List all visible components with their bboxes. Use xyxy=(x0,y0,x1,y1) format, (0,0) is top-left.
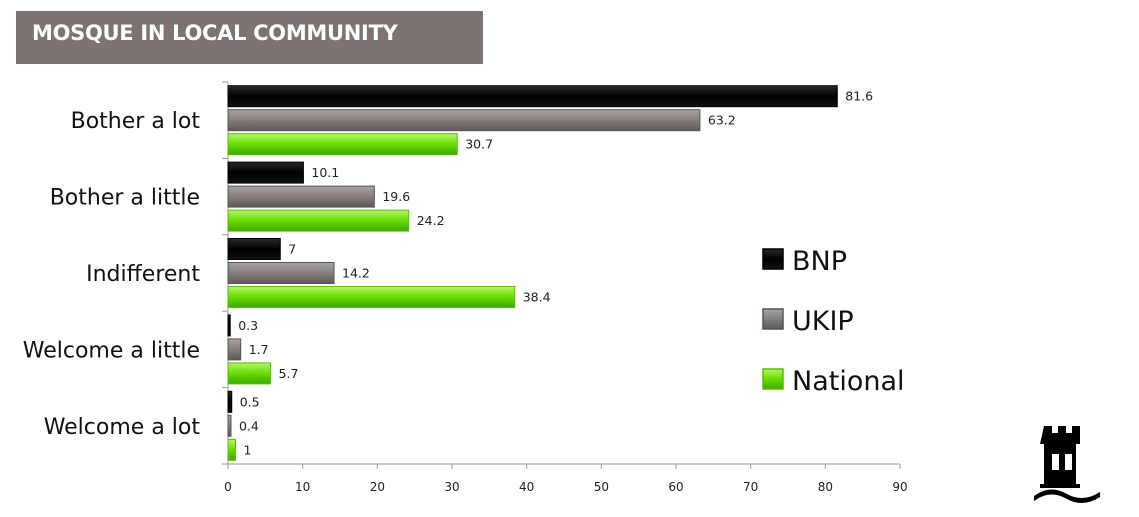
bar-ukip xyxy=(227,185,375,208)
x-tick-label: 10 xyxy=(295,480,310,494)
bar-national xyxy=(227,438,236,461)
bar-ukip xyxy=(227,262,335,284)
bar-ukip xyxy=(227,109,701,132)
bar-bnp xyxy=(227,85,838,108)
bar-bnp xyxy=(227,161,304,184)
bar-bnp xyxy=(227,314,231,337)
x-tick-label: 90 xyxy=(892,480,907,494)
data-label-national: 5.7 xyxy=(279,366,299,381)
data-label-bnp: 81.6 xyxy=(845,89,873,104)
data-label-bnp: 0.5 xyxy=(240,394,260,409)
legend-label-bnp: BNP xyxy=(792,246,847,277)
category-label: Welcome a lot xyxy=(44,415,201,440)
data-label-national: 30.7 xyxy=(465,137,493,152)
x-tick-label: 40 xyxy=(519,480,534,494)
bar-national xyxy=(227,209,410,232)
data-label-ukip: 19.6 xyxy=(382,189,410,204)
category-label: Indifferent xyxy=(86,262,200,287)
data-label-ukip: 0.4 xyxy=(239,418,259,433)
bar-ukip xyxy=(227,414,232,437)
data-label-ukip: 1.7 xyxy=(249,342,269,357)
x-tick-label: 30 xyxy=(444,480,459,494)
bar-bnp xyxy=(227,238,281,260)
legend-swatch-national xyxy=(762,368,784,390)
x-tick-label: 70 xyxy=(743,480,758,494)
legend-label-ukip: UKIP xyxy=(792,306,854,337)
bar-national xyxy=(227,286,516,308)
title-banner: MOSQUE IN LOCAL COMMUNITY xyxy=(16,11,483,64)
legend-swatch-ukip xyxy=(762,308,784,330)
bar-ukip xyxy=(227,338,242,361)
category-label: Bother a lot xyxy=(71,109,201,134)
x-tick-label: 20 xyxy=(370,480,385,494)
legend-label-national: National xyxy=(792,366,905,397)
bar-national xyxy=(227,362,272,385)
data-label-bnp: 7 xyxy=(288,242,296,257)
x-tick-label: 50 xyxy=(594,480,609,494)
bar-bnp xyxy=(227,390,233,413)
x-tick-label: 60 xyxy=(668,480,683,494)
castle-logo-icon xyxy=(1034,426,1100,504)
data-label-national: 1 xyxy=(243,442,251,457)
data-label-ukip: 63.2 xyxy=(708,113,736,128)
data-label-national: 24.2 xyxy=(417,213,445,228)
data-label-bnp: 0.3 xyxy=(238,318,258,333)
x-tick-label: 80 xyxy=(818,480,833,494)
category-label: Bother a little xyxy=(50,186,200,211)
bar-national xyxy=(227,133,458,156)
data-label-national: 38.4 xyxy=(523,290,551,305)
data-label-bnp: 10.1 xyxy=(311,165,339,180)
x-tick-label: 0 xyxy=(224,480,232,494)
data-label-ukip: 14.2 xyxy=(342,266,370,281)
chart-title: MOSQUE IN LOCAL COMMUNITY xyxy=(32,21,398,45)
legend-swatch-bnp xyxy=(762,248,784,270)
category-label: Welcome a little xyxy=(23,338,200,363)
